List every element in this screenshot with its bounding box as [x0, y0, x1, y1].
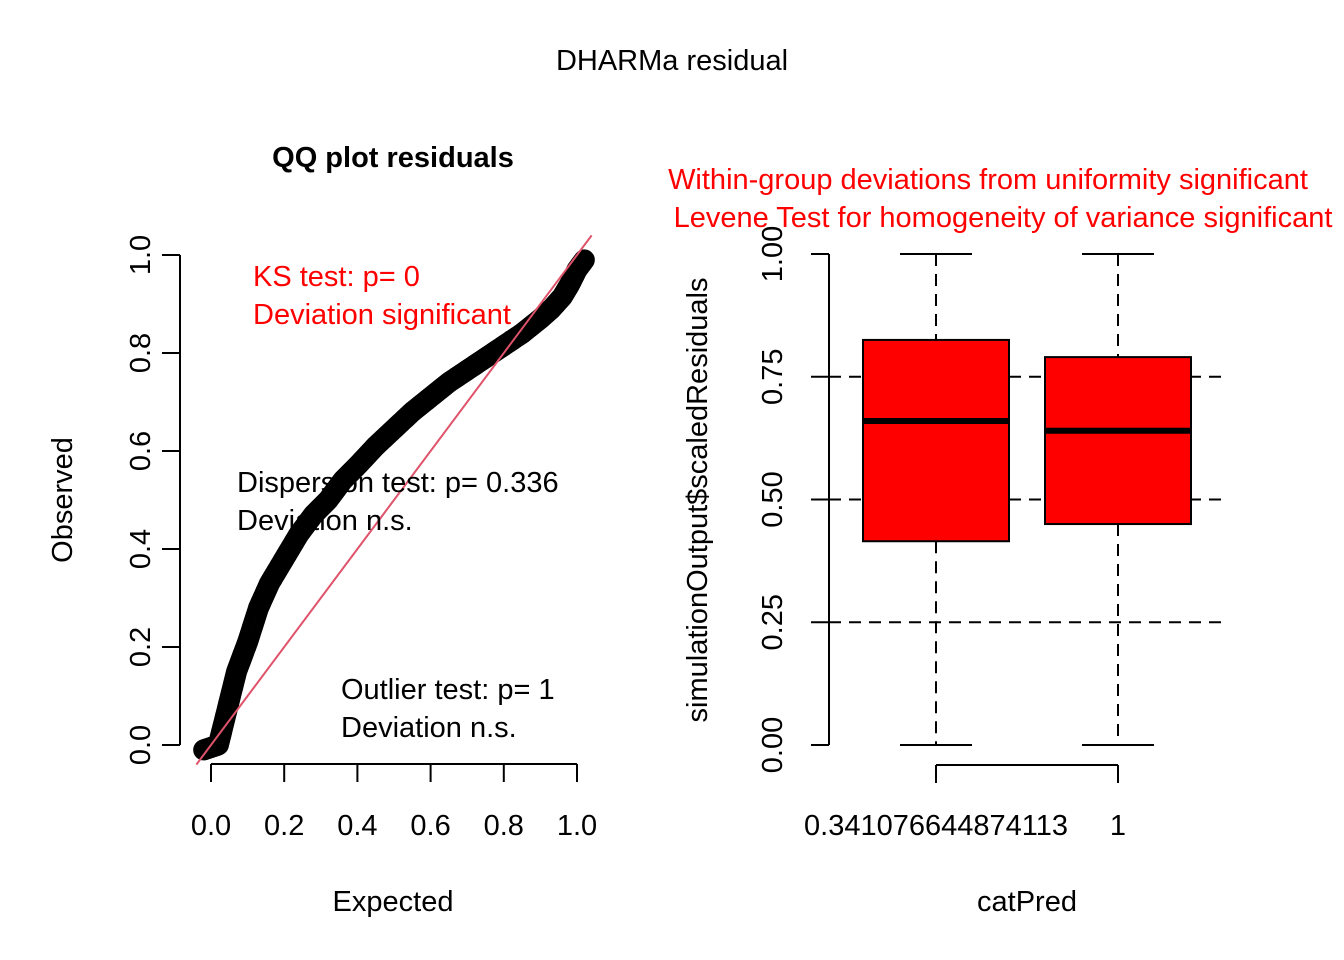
qq-x-tick-label: 0.2: [264, 810, 304, 842]
box-x-tick-label: 1: [1110, 810, 1126, 842]
box-iqr-rect: [1044, 356, 1192, 526]
figure-title: DHARMa residual: [556, 45, 788, 77]
qq-plot-title: QQ plot residuals: [272, 142, 514, 174]
boxplot-panel: Within-group deviations from uniformity …: [668, 164, 1332, 918]
box-x-tick-label: 0.341076644874113: [804, 810, 1068, 842]
box-x-axis-label: catPred: [977, 886, 1077, 918]
qq-y-tick-label: 1.0: [125, 235, 157, 275]
qq-x-axis-ticks: 0.0 0.2 0.4 0.6 0.8 1.0: [191, 764, 597, 842]
dispersion-test-line-1: Dispersion test: p= 0.336: [237, 467, 559, 499]
box-y-tick-label: 0.75: [757, 349, 789, 405]
ks-test-line-1: KS test: p= 0: [253, 261, 420, 293]
outlier-test-line-2: Deviation n.s.: [341, 712, 517, 744]
qq-y-tick-label: 0.4: [125, 529, 157, 569]
qq-point: [573, 249, 595, 271]
box-x-axis-ticks: 0.341076644874113 1: [804, 765, 1126, 842]
boxplot-title-line-1: Within-group deviations from uniformity …: [668, 164, 1308, 196]
qq-y-tick-label: 0.2: [125, 627, 157, 667]
box-y-axis-label: simulationOutput$scaledResiduals: [682, 278, 714, 723]
outlier-test-line-1: Outlier test: p= 1: [341, 674, 555, 706]
boxplot-boxes: [862, 253, 1192, 746]
qq-y-axis-ticks: 0.0 0.2 0.4 0.6 0.8 1.0: [125, 235, 180, 765]
dispersion-test-line-2: Deviation n.s.: [237, 505, 413, 537]
boxplot-title-line-2: Levene Test for homogeneity of variance …: [674, 202, 1333, 234]
box-y-tick-label: 1.00: [757, 226, 789, 282]
box-y-tick-label: 0.50: [757, 471, 789, 527]
qq-y-axis-label: Observed: [47, 437, 79, 563]
qq-x-tick-label: 0.4: [337, 810, 377, 842]
qq-plot-panel: QQ plot residuals 0.0 0.2 0.4 0.6 0.8 1.0 0.0…: [47, 142, 597, 918]
qq-y-tick-label: 0.0: [125, 725, 157, 765]
box-y-axis-ticks: 0.00 0.25 0.50 0.75 1.00: [757, 226, 829, 773]
box-iqr-rect: [862, 338, 1010, 543]
qq-reference-line: [195, 234, 593, 766]
qq-x-tick-label: 0.8: [484, 810, 524, 842]
qq-x-tick-label: 0.6: [410, 810, 450, 842]
qq-x-axis-label: Expected: [333, 886, 454, 918]
qq-y-tick-label: 0.6: [125, 431, 157, 471]
ks-test-line-2: Deviation significant: [253, 299, 511, 331]
box-y-tick-label: 0.00: [757, 717, 789, 773]
box-y-tick-label: 0.25: [757, 594, 789, 650]
qq-residual-points: [193, 249, 595, 761]
qq-x-tick-label: 1.0: [557, 810, 597, 842]
qq-x-tick-label: 0.0: [191, 810, 231, 842]
qq-y-tick-label: 0.8: [125, 333, 157, 373]
